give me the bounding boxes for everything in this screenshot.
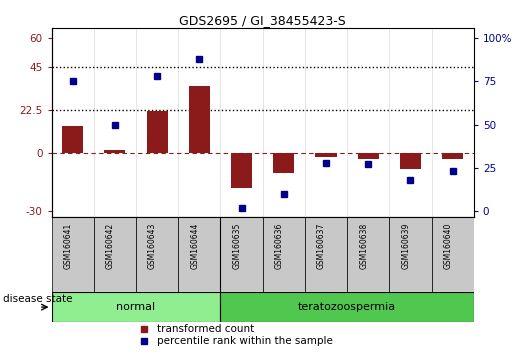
Bar xyxy=(389,217,432,292)
Bar xyxy=(52,292,220,322)
Bar xyxy=(432,217,474,292)
Bar xyxy=(220,217,263,292)
Bar xyxy=(400,153,421,169)
Text: GSM160638: GSM160638 xyxy=(359,223,368,269)
Text: GSM160636: GSM160636 xyxy=(275,223,284,269)
Bar xyxy=(136,217,178,292)
Bar xyxy=(263,217,305,292)
Text: GSM160640: GSM160640 xyxy=(444,223,453,269)
Bar xyxy=(188,86,210,153)
Text: GSM160635: GSM160635 xyxy=(233,223,242,269)
Text: percentile rank within the sample: percentile rank within the sample xyxy=(157,336,333,346)
Title: GDS2695 / GI_38455423-S: GDS2695 / GI_38455423-S xyxy=(179,14,346,27)
Text: GSM160644: GSM160644 xyxy=(191,223,199,269)
Bar xyxy=(104,150,126,153)
Text: GSM160637: GSM160637 xyxy=(317,223,326,269)
Text: GSM160642: GSM160642 xyxy=(106,223,115,269)
Text: transformed count: transformed count xyxy=(157,324,254,334)
Bar xyxy=(347,217,389,292)
Text: teratozoospermia: teratozoospermia xyxy=(298,302,396,312)
Text: GSM160639: GSM160639 xyxy=(402,223,410,269)
Bar xyxy=(315,153,337,157)
Text: GSM160643: GSM160643 xyxy=(148,223,157,269)
Text: normal: normal xyxy=(116,302,156,312)
Bar xyxy=(52,217,94,292)
Bar xyxy=(305,217,347,292)
Bar xyxy=(94,217,136,292)
Text: GSM160641: GSM160641 xyxy=(64,223,73,269)
Bar xyxy=(273,153,295,173)
Bar xyxy=(62,126,83,153)
Bar xyxy=(357,153,379,159)
Bar xyxy=(178,217,220,292)
Bar xyxy=(147,111,168,153)
Bar xyxy=(220,292,474,322)
Bar xyxy=(442,153,464,159)
Text: disease state: disease state xyxy=(3,294,72,304)
Bar xyxy=(231,153,252,188)
